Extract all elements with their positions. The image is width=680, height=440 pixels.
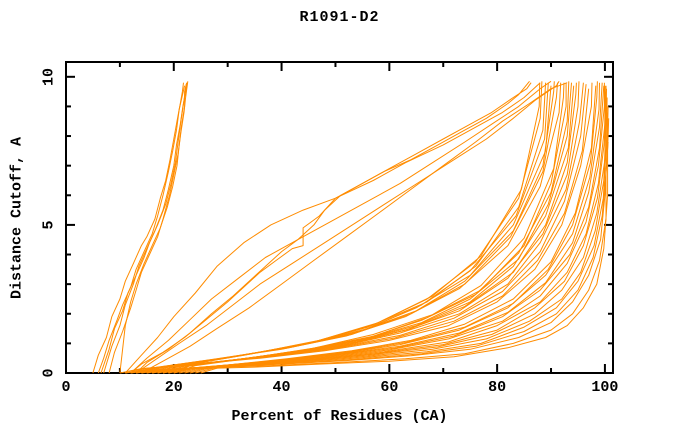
model-curve <box>141 82 568 374</box>
x-tick-label: 20 <box>164 379 183 396</box>
model-curve <box>92 82 184 374</box>
model-curve <box>152 88 607 374</box>
chart-title: R1091-D2 <box>299 9 380 26</box>
y-tick-label: 0 <box>40 368 58 378</box>
model-curve <box>200 85 597 374</box>
x-tick-label: 40 <box>272 379 291 396</box>
model-curve <box>141 81 555 374</box>
model-curve <box>135 82 532 374</box>
model-curve <box>146 82 577 374</box>
y-tick-label: 5 <box>40 220 58 230</box>
model-curve <box>173 82 565 374</box>
model-curve <box>130 80 552 374</box>
x-tick-label: 0 <box>61 379 71 396</box>
x-axis-label: Percent of Residues (CA) <box>231 408 448 425</box>
x-tick-label: 60 <box>380 379 399 396</box>
x-tick-label: 100 <box>591 379 619 396</box>
model-curve <box>146 85 552 374</box>
model-curve <box>157 85 607 374</box>
x-tick-label: 80 <box>488 379 507 396</box>
model-curve <box>97 85 186 374</box>
model-curve <box>135 81 560 374</box>
model-curve <box>103 82 188 374</box>
y-tick-label: 10 <box>40 67 58 86</box>
model-curve <box>124 82 541 374</box>
model-curve <box>100 84 187 374</box>
plot-frame <box>65 61 614 374</box>
model-curve <box>135 82 558 374</box>
model-curve <box>119 82 188 374</box>
model-curve <box>168 82 541 374</box>
